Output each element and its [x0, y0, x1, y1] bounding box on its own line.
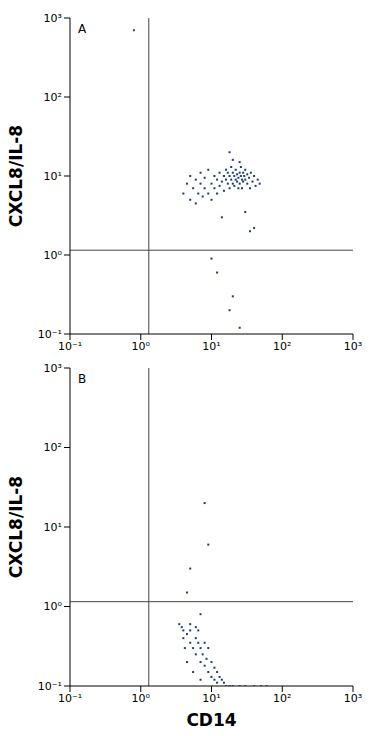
- svg-text:10⁰: 10⁰: [44, 600, 63, 613]
- svg-text:10¹: 10¹: [44, 170, 62, 183]
- svg-text:CXCL8/IL-8: CXCL8/IL-8: [8, 125, 26, 227]
- svg-text:10⁻¹: 10⁻¹: [38, 680, 62, 693]
- svg-text:10⁻¹: 10⁻¹: [38, 328, 62, 341]
- svg-text:10⁰: 10⁰: [132, 340, 151, 353]
- svg-text:CD14: CD14: [186, 710, 236, 728]
- svg-text:10²: 10²: [44, 91, 62, 104]
- svg-text:CXCL8/IL-8: CXCL8/IL-8: [8, 476, 26, 578]
- svg-text:10¹: 10¹: [44, 521, 62, 534]
- svg-text:10³: 10³: [44, 12, 62, 25]
- svg-text:10⁰: 10⁰: [44, 249, 63, 262]
- svg-text:10²: 10²: [273, 692, 291, 705]
- svg-text:10⁻¹: 10⁻¹: [58, 340, 82, 353]
- svg-text:10¹: 10¹: [202, 692, 220, 705]
- html-text:B: B: [78, 372, 87, 386]
- svg-text:10²: 10²: [44, 441, 62, 454]
- svg-text:10²: 10²: [273, 340, 291, 353]
- html-text:A: A: [78, 22, 87, 36]
- svg-text:10⁻¹: 10⁻¹: [58, 692, 82, 705]
- svg-text:10⁰: 10⁰: [132, 692, 151, 705]
- svg-text:10³: 10³: [44, 362, 62, 375]
- svg-text:10¹: 10¹: [202, 340, 220, 353]
- svg-text:10³: 10³: [344, 692, 362, 705]
- svg-text:10³: 10³: [344, 340, 362, 353]
